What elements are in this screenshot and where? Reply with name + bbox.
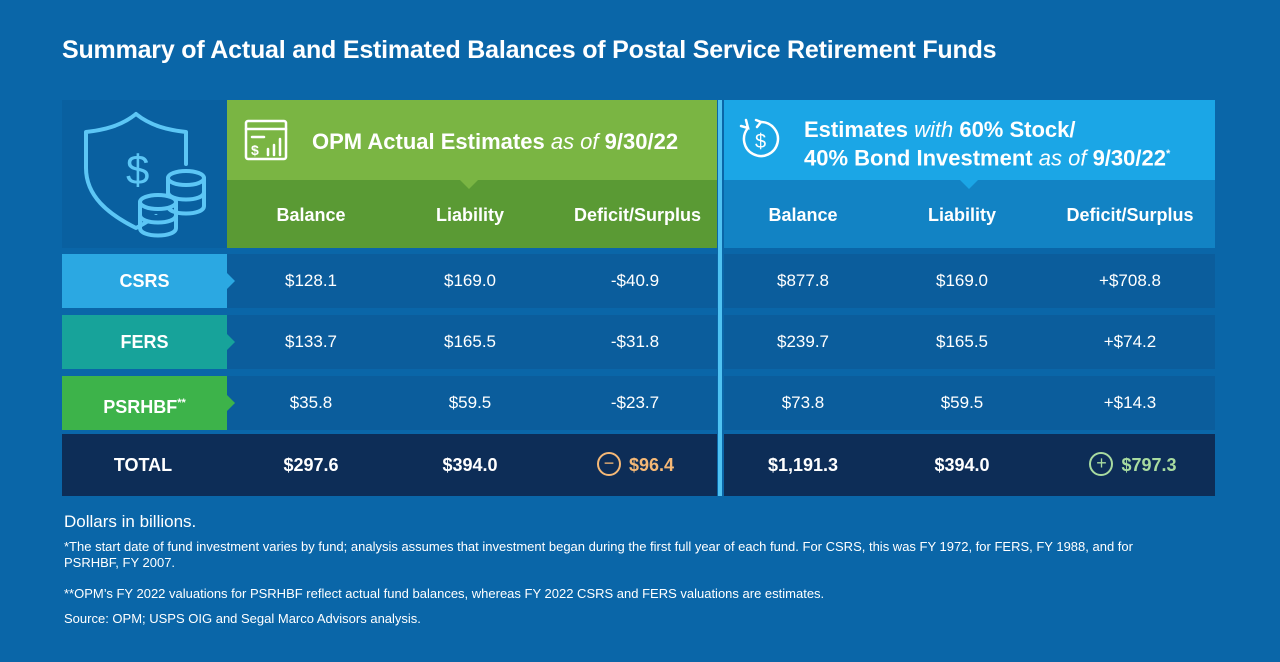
col-head-est-deficit-surplus: Deficit/Surplus [1066, 205, 1194, 225]
opm-subheader [227, 180, 717, 248]
group-divider-line [718, 100, 722, 496]
svg-text:$: $ [126, 146, 149, 193]
estimate-subheader [724, 180, 1215, 248]
opm-group-title: OPM Actual Estimates as of 9/30/22 [312, 129, 679, 154]
cell: $133.7 [285, 332, 337, 351]
col-head-est-liability: Liability [927, 205, 996, 225]
money-shield-coins-icon: $ [84, 112, 206, 238]
total-label: TOTAL [113, 455, 173, 475]
estimate-group-title: Estimates with 60% Stock/ 40% Bond Inves… [804, 117, 1171, 171]
svg-text:$: $ [251, 142, 259, 158]
cell: +$74.2 [1103, 332, 1157, 351]
col-head-opm-deficit-surplus: Deficit/Surplus [573, 205, 702, 225]
dollar-cycle-icon: $ [739, 118, 780, 158]
col-head-opm-liability: Liability [435, 205, 504, 225]
cell: -$31.8 [610, 332, 660, 351]
cell: $877.8 [777, 271, 829, 290]
cell: $239.7 [777, 332, 829, 351]
row-label-csrs: CSRS [62, 254, 227, 308]
total-opm-balance: $297.6 [283, 455, 339, 475]
cell: $59.5 [448, 393, 492, 412]
row-label-fers: FERS [62, 315, 227, 369]
row-pointer [227, 334, 235, 350]
cell: $165.5 [444, 332, 496, 351]
chart-report-icon: $ [244, 119, 288, 161]
cell: $73.8 [781, 393, 825, 412]
opm-header [227, 100, 717, 180]
row-label-psrhbf: PSRHBF** [62, 376, 227, 430]
row-pointer [227, 273, 235, 289]
cell: $59.5 [940, 393, 984, 412]
col-head-opm-balance: Balance [276, 205, 346, 225]
total-est-liability: $394.0 [934, 455, 990, 475]
cell: $169.0 [936, 271, 988, 290]
estimate-header [724, 100, 1215, 180]
cell: -$23.7 [610, 393, 660, 412]
units-note: Dollars in billions. [64, 512, 197, 531]
footnote-2: **OPM’s FY 2022 valuations for PSRHBF re… [64, 586, 825, 601]
col-head-est-balance: Balance [768, 205, 838, 225]
cell: $128.1 [285, 271, 337, 290]
footnote-1: *The start date of fund investment varie… [64, 539, 1133, 570]
total-est-surplus: + $797.3 [1048, 434, 1218, 496]
cell: $169.0 [444, 271, 496, 290]
total-opm-liability: $394.0 [442, 455, 498, 475]
fund-icon-panel: $ [62, 100, 227, 248]
cell: $35.8 [289, 393, 333, 412]
cell: +$708.8 [1099, 271, 1161, 290]
plus-circle-icon: + [1089, 452, 1114, 477]
estimate-header-notch [960, 180, 978, 189]
total-opm-deficit: − $96.4 [553, 434, 718, 496]
source-note: Source: OPM; USPS OIG and Segal Marco Ad… [64, 611, 421, 626]
row-pointer [227, 395, 235, 411]
opm-header-notch [460, 180, 478, 189]
total-row [62, 434, 1215, 496]
total-est-balance: $1,191.3 [767, 455, 839, 475]
minus-circle-icon: − [596, 452, 621, 477]
cell: -$40.9 [610, 271, 660, 290]
cell: $165.5 [936, 332, 988, 351]
cell: +$14.3 [1103, 393, 1157, 412]
page-title: Summary of Actual and Estimated Balances… [62, 36, 997, 64]
svg-text:$: $ [755, 131, 766, 153]
